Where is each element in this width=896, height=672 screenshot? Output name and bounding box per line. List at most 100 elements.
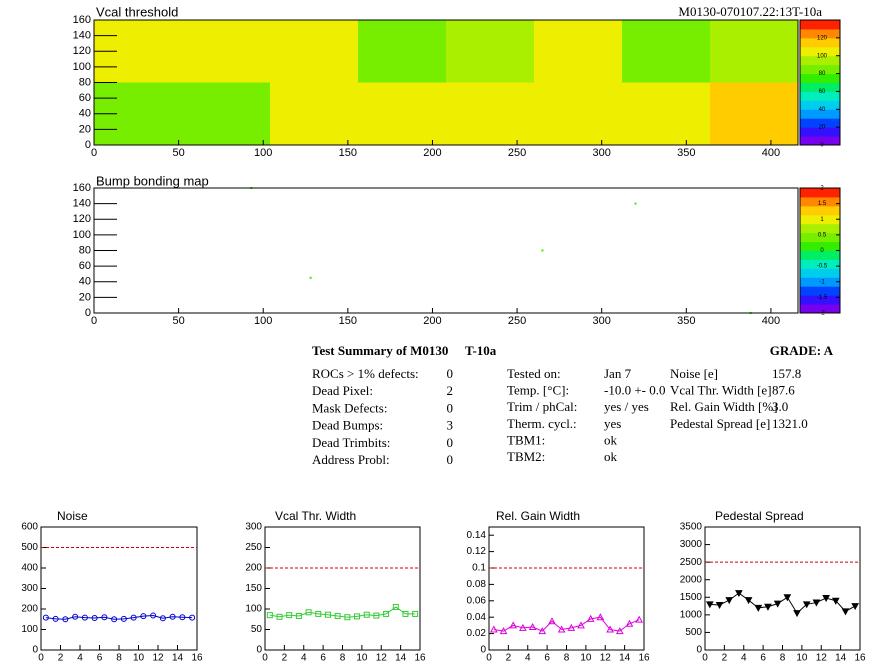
summary-label: Rel. Gain Width [%] xyxy=(670,399,778,414)
bump-point xyxy=(541,249,544,252)
marker xyxy=(72,613,79,620)
marker xyxy=(773,600,782,608)
x-tick-label: 300 xyxy=(593,315,611,327)
chart-title: Rel. Gain Width xyxy=(496,509,580,523)
marker xyxy=(499,627,508,635)
marker xyxy=(62,616,69,623)
y-tick-label: 160 xyxy=(73,182,91,194)
y-tick-label: 140 xyxy=(73,198,91,210)
z-tick-label: -2 xyxy=(819,311,825,317)
x-tick-label: 100 xyxy=(254,315,272,327)
y-tick-label: 20 xyxy=(79,123,91,135)
z-tick-label: 120 xyxy=(817,35,828,41)
z-tick-label: -1 xyxy=(819,279,825,285)
z-tick-label: 1 xyxy=(820,217,824,223)
marker xyxy=(179,614,186,621)
x-tick-label: 150 xyxy=(339,147,357,159)
summary-value: 0 xyxy=(447,435,454,450)
y-tick-label: 120 xyxy=(73,213,91,225)
marker xyxy=(81,614,88,621)
marker xyxy=(519,623,527,631)
marker xyxy=(625,619,634,627)
summary-label: Dead Bumps: xyxy=(312,418,383,433)
y-tick-label: 100 xyxy=(73,61,91,73)
x-tick-label: 8 xyxy=(780,653,786,664)
summary-label: Tested on: xyxy=(507,366,561,381)
summary-value: yes xyxy=(604,416,621,431)
x-tick-label: 250 xyxy=(508,147,526,159)
y-tick-label: 2000 xyxy=(680,574,703,585)
x-tick-label: 4 xyxy=(301,653,307,664)
x-tick-label: 14 xyxy=(172,653,184,664)
marker xyxy=(91,615,98,622)
x-tick-label: 8 xyxy=(564,653,570,664)
summary-value: yes / yes xyxy=(604,399,649,414)
colorbar-cell xyxy=(800,295,840,305)
y-tick-label: 0.04 xyxy=(467,612,487,623)
marker xyxy=(509,621,518,629)
colorbar-cell xyxy=(800,46,840,57)
colorbar-cell xyxy=(800,127,840,137)
marker xyxy=(189,614,196,621)
marker xyxy=(120,615,127,622)
marker xyxy=(725,597,734,605)
marker xyxy=(793,610,801,618)
marker xyxy=(286,612,293,619)
marker xyxy=(315,610,322,617)
bump-point xyxy=(309,276,312,279)
heat-cell xyxy=(534,82,622,145)
y-tick-label: 0 xyxy=(696,645,702,656)
marker xyxy=(140,613,147,620)
x-tick-label: 0 xyxy=(702,653,708,664)
x-tick-label: 50 xyxy=(172,147,184,159)
y-tick-label: 0 xyxy=(480,645,486,656)
heat-cell xyxy=(446,20,534,83)
marker xyxy=(831,597,840,605)
summary-value: 87.6 xyxy=(772,383,795,398)
x-tick-label: 2 xyxy=(58,653,64,664)
marker xyxy=(735,590,743,598)
marker xyxy=(42,614,49,621)
marker xyxy=(851,603,859,611)
marker xyxy=(754,604,763,612)
marker xyxy=(715,602,724,610)
module-label: M0130-070107.22:13T-10a xyxy=(678,4,822,19)
marker xyxy=(812,599,821,607)
series-line xyxy=(269,606,416,618)
frame xyxy=(40,526,198,651)
marker xyxy=(373,612,380,619)
y-tick-label: 300 xyxy=(21,583,38,594)
y-tick-label: 0 xyxy=(85,307,91,319)
x-tick-label: 0 xyxy=(262,653,268,664)
y-tick-label: 120 xyxy=(73,45,91,57)
x-tick-label: 300 xyxy=(593,147,611,159)
summary-test: T-10a xyxy=(465,343,497,358)
colorbar-cell xyxy=(800,37,840,48)
y-tick-label: 500 xyxy=(21,542,38,553)
series-line xyxy=(493,616,640,632)
x-tick-label: 16 xyxy=(191,653,203,664)
summary-title: Test Summary of M0130 xyxy=(312,343,448,358)
heat-cell xyxy=(270,20,358,83)
colorbar-cell xyxy=(800,55,840,66)
summary-value: 0 xyxy=(447,452,454,467)
summary-label: Therm. cycl.: xyxy=(507,416,577,431)
y-tick-label: 0.14 xyxy=(467,530,487,541)
summary-label: Address Probl: xyxy=(312,452,390,467)
chart-title: Vcal threshold xyxy=(96,4,178,19)
frame xyxy=(93,187,799,314)
summary-value: 0 xyxy=(447,400,454,415)
summary-value: Jan 7 xyxy=(604,366,632,381)
heat-cell xyxy=(270,82,358,145)
y-tick-label: 0.08 xyxy=(467,579,487,590)
x-tick-label: 4 xyxy=(741,653,747,664)
summary-label: Temp. [°C]: xyxy=(507,383,569,398)
y-tick-label: 100 xyxy=(245,604,262,615)
marker xyxy=(295,612,302,619)
marker xyxy=(764,603,772,611)
marker xyxy=(130,614,137,621)
y-tick-label: 200 xyxy=(245,563,262,574)
colorbar-cell xyxy=(800,268,840,278)
